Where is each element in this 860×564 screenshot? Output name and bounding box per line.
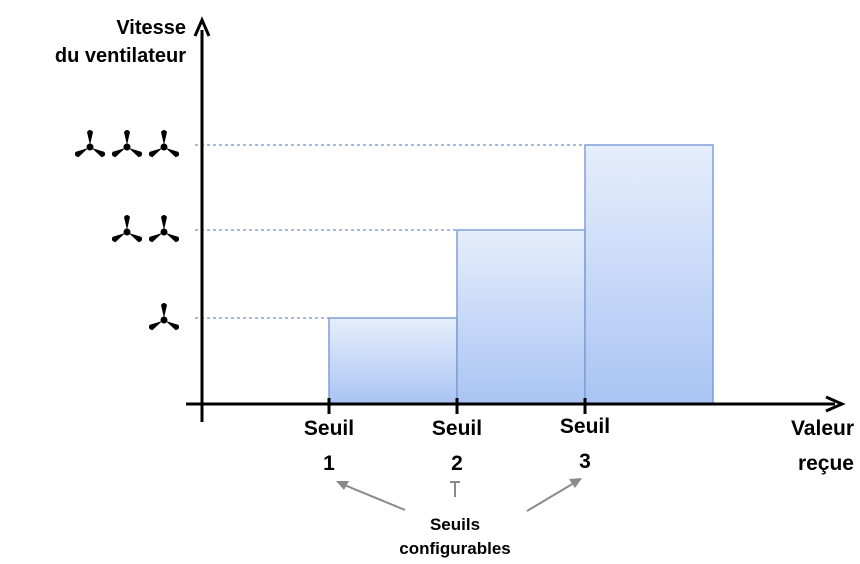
axes (186, 16, 846, 422)
x-axis-label-line1: Valeur (791, 417, 854, 440)
fan-icon (147, 303, 181, 332)
fan-icon (73, 130, 107, 159)
fan-icon (110, 215, 144, 244)
threshold-ticks (327, 398, 587, 414)
speed-step-1 (328, 317, 458, 405)
arrow-to-threshold-3 (526, 478, 582, 512)
level-guide-lines (195, 144, 585, 319)
speed-step-2 (456, 229, 586, 405)
threshold-1-word: Seuil (304, 417, 354, 440)
annotation-line2: configurables (399, 539, 510, 558)
y-axis-label-line1: Vitesse (116, 17, 186, 39)
y-axis-arrowhead (193, 16, 211, 37)
threshold-3-number: 3 (579, 450, 591, 473)
threshold-2-word: Seuil (432, 417, 482, 440)
annotation-line1: Seuils (430, 515, 480, 534)
speed-steps (328, 144, 714, 405)
x-axis-label-line2: reçue (798, 452, 854, 475)
threshold-1-number: 1 (323, 452, 335, 475)
arrow-to-threshold-1 (336, 481, 406, 511)
fan-icon (110, 130, 144, 159)
fan-icon (147, 130, 181, 159)
threshold-2-number: 2 (451, 452, 463, 475)
x-axis-arrowhead (825, 395, 846, 413)
speed-level-icons (73, 130, 181, 332)
y-axis-label-line2: du ventilateur (55, 45, 186, 67)
fan-icon (147, 215, 181, 244)
arrow-to-threshold-2 (450, 481, 460, 497)
speed-step-3 (584, 144, 714, 405)
threshold-3-word: Seuil (560, 415, 610, 438)
annotation-arrows (336, 478, 582, 512)
